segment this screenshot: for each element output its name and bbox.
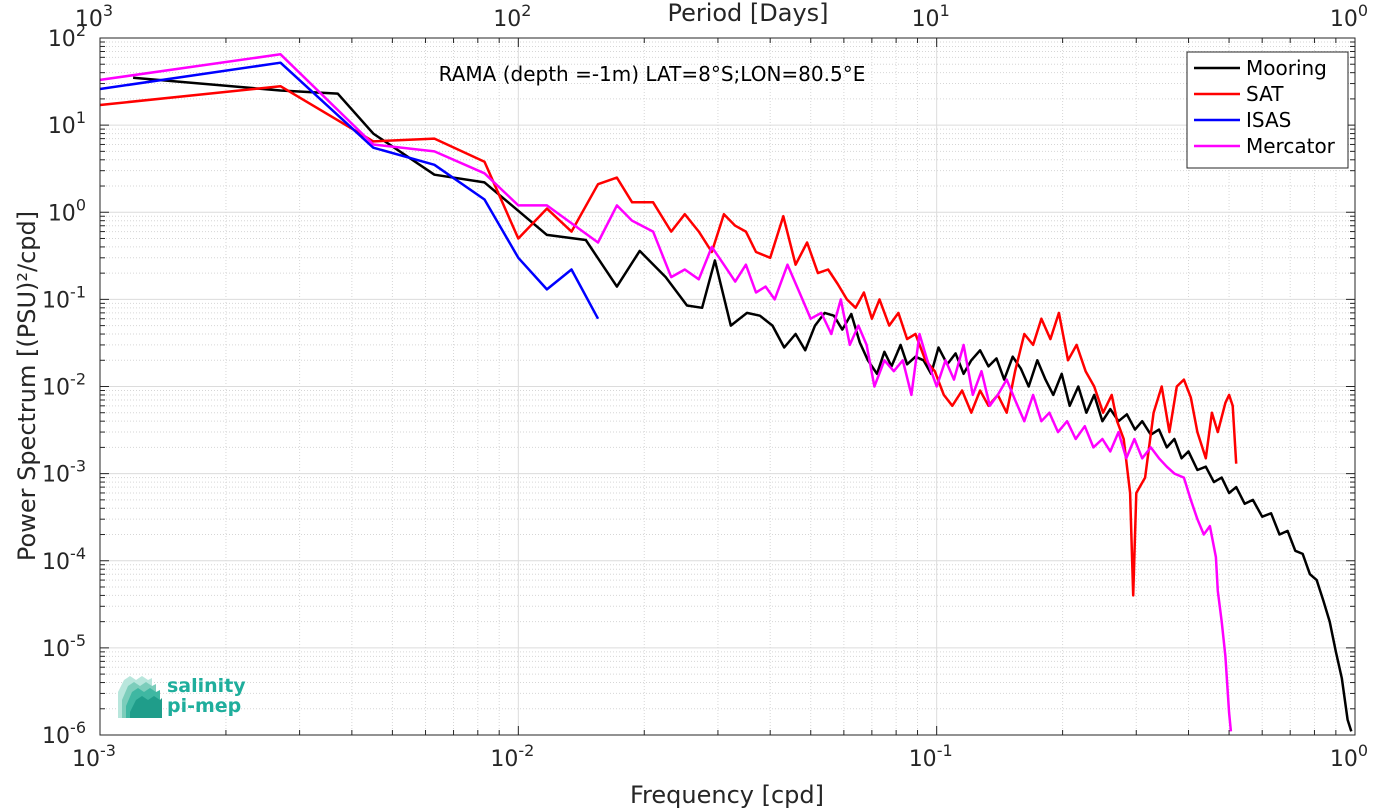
salinity-pi-mep-logo: salinity pi-mep — [118, 675, 246, 718]
logo-text-line2: pi-mep — [167, 695, 241, 717]
y-tick-label: 10-3 — [42, 457, 86, 488]
logo-text-line1: salinity — [167, 675, 246, 697]
axis-ticks — [99, 37, 1356, 736]
series-line-mooring — [132, 76, 1353, 732]
series-line-isas — [99, 61, 600, 320]
series-line-mercator — [99, 53, 1233, 732]
x-tick-label: 10-1 — [909, 741, 953, 772]
legend-label-sat: SAT — [1246, 82, 1284, 106]
legend-label-isas: ISAS — [1246, 108, 1291, 132]
x-tick-label: 100 — [1330, 741, 1368, 772]
y-tick-label: 10-5 — [42, 631, 86, 662]
y-axis-title: Power Spectrum [(PSU)²/cpd] — [13, 211, 41, 561]
top-tick-label: 100 — [1330, 1, 1368, 32]
x-tick-label: 10-3 — [72, 741, 116, 772]
chart-annotation: RAMA (depth =-1m) LAT=8°S;LON=80.5°E — [439, 62, 866, 86]
top-tick-label: 101 — [912, 1, 950, 32]
y-tick-label: 100 — [48, 195, 86, 226]
logo-waves-icon — [118, 676, 162, 718]
series-layer — [99, 53, 1353, 732]
top-axis-title: Period [Days] — [667, 0, 828, 27]
x-tick-label: 10-2 — [490, 741, 534, 772]
y-tick-label: 10-6 — [42, 718, 86, 749]
y-tick-label: 10-4 — [42, 544, 86, 575]
legend-label-mercator: Mercator — [1246, 134, 1336, 158]
top-tick-label: 103 — [75, 1, 113, 32]
x-axis-title: Frequency [cpd] — [630, 781, 824, 809]
top-tick-label: 102 — [493, 1, 531, 32]
y-tick-label: 10-2 — [42, 370, 86, 401]
series-line-sat — [99, 84, 1238, 597]
y-tick-label: 101 — [48, 108, 86, 139]
legend-box — [1186, 51, 1349, 169]
legend-label-mooring: Mooring — [1246, 56, 1327, 80]
y-tick-label: 10-1 — [42, 282, 86, 313]
y-tick-label: 102 — [48, 21, 86, 52]
